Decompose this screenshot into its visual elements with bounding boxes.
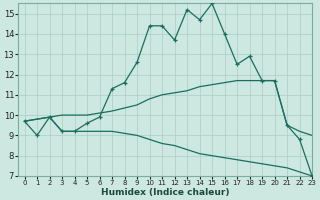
X-axis label: Humidex (Indice chaleur): Humidex (Indice chaleur) (101, 188, 229, 197)
